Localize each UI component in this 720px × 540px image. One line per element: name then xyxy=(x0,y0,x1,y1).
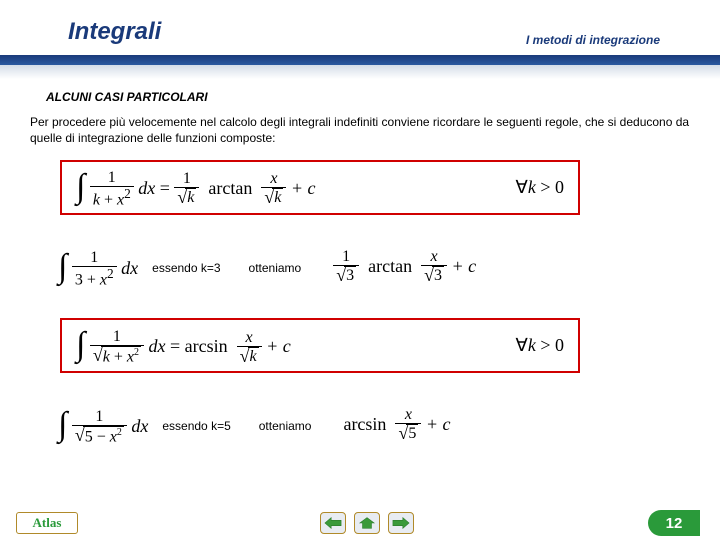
header-band-light xyxy=(0,65,720,79)
ex1-plus-c: + c xyxy=(451,256,476,276)
ex1-den-x: x xyxy=(100,272,107,289)
ex2-arg-den: 5 xyxy=(406,424,418,443)
ex1-coef-num: 1 xyxy=(339,249,353,265)
home-icon xyxy=(358,516,376,530)
f2-func: arcsin xyxy=(185,336,228,356)
ex1-rhs: 1 √3 arctan x √3 + c xyxy=(333,249,476,286)
ex1-coef-den: 3 xyxy=(344,266,356,285)
formula1-cond: ∀k > 0 xyxy=(516,177,564,198)
f2-eq: = xyxy=(170,336,185,356)
f2-lhs-den-x: x xyxy=(127,348,134,365)
example-row-2: ∫ 1 √5 − x2 dx essendo k=5 otteniamo arc… xyxy=(58,398,638,453)
f1-arg-den: k xyxy=(272,188,283,207)
f2-arg-den: k xyxy=(248,347,259,366)
ex2-label-k: essendo k=5 xyxy=(162,419,230,433)
formula1-expr: ∫ 1 k + x2 dx = 1 √k arctan x √k + c xyxy=(76,165,316,210)
ex2-plus-c: + c xyxy=(426,414,451,434)
arrow-right-icon xyxy=(392,516,410,530)
f1-lhs-num: 1 xyxy=(105,170,119,186)
breadcrumb: I metodi di integrazione xyxy=(526,33,660,47)
formula2-expr: ∫ 1 √k + x2 dx = arcsin x √k + c xyxy=(76,323,291,367)
arrow-left-icon xyxy=(324,516,342,530)
publisher-logo: Atlas xyxy=(16,512,78,534)
f1-func: arctan xyxy=(208,178,252,198)
f1-cond-k: k xyxy=(528,177,536,197)
ex2-den-x: x xyxy=(110,428,117,445)
ex2-arg-num: x xyxy=(402,407,415,423)
f1-arg-num: x xyxy=(267,171,280,187)
ex1-lhs: ∫ 1 3 + x2 dx xyxy=(58,245,138,290)
ex2-func: arcsin xyxy=(343,414,386,434)
nav-prev-button[interactable] xyxy=(320,512,346,534)
ex1-label-k: essendo k=3 xyxy=(152,261,220,275)
f1-forall: ∀ xyxy=(516,177,528,197)
page-number-badge: 12 xyxy=(648,510,700,536)
f1-rhs-coef-num: 1 xyxy=(180,171,194,187)
f2-forall: ∀ xyxy=(516,335,528,355)
f1-rhs-coef-den: k xyxy=(185,188,196,207)
ex2-den-a: 5 − xyxy=(85,428,110,445)
nav-controls xyxy=(320,512,414,534)
f1-lhs-den-k: k xyxy=(93,192,100,209)
ex2-num: 1 xyxy=(92,409,106,425)
f2-cond-gt: > 0 xyxy=(536,335,564,355)
nav-next-button[interactable] xyxy=(388,512,414,534)
ex2-rhs: arcsin x √5 + c xyxy=(343,407,450,444)
f1-eq: = xyxy=(160,178,175,198)
f2-lhs-num: 1 xyxy=(110,329,124,345)
formula-box-arcsin: ∫ 1 √k + x2 dx = arcsin x √k + c ∀k > 0 xyxy=(60,318,580,373)
ex1-den-a: 3 + xyxy=(75,272,100,289)
footer-bar: Atlas 12 xyxy=(0,506,720,540)
ex1-arg-num: x xyxy=(427,249,440,265)
f2-lhs-den-k: k xyxy=(103,348,110,365)
f2-dx: dx xyxy=(148,336,165,356)
header-band xyxy=(0,55,720,65)
ex1-dx: dx xyxy=(121,258,138,278)
f1-lhs-den-sym: + xyxy=(100,192,117,209)
formula2-cond: ∀k > 0 xyxy=(516,335,564,356)
f2-plus-c: + c xyxy=(266,336,291,356)
f2-cond-k: k xyxy=(528,335,536,355)
example-row-1: ∫ 1 3 + x2 dx essendo k=3 otteniamo 1 √3… xyxy=(58,240,638,295)
intro-text: Per procedere più velocemente nel calcol… xyxy=(30,115,690,146)
ex1-label-get: otteniamo xyxy=(249,261,302,275)
ex1-num: 1 xyxy=(87,250,101,266)
f2-arg-num: x xyxy=(243,330,256,346)
ex2-lhs: ∫ 1 √5 − x2 dx xyxy=(58,403,148,447)
f1-dx: dx xyxy=(138,178,155,198)
section-heading: ALCUNI CASI PARTICOLARI xyxy=(46,90,208,104)
f1-cond-gt: > 0 xyxy=(536,177,564,197)
ex2-label-get: otteniamo xyxy=(259,419,312,433)
f2-lhs-den-sym: + xyxy=(110,348,127,365)
ex2-dx: dx xyxy=(131,416,148,436)
f1-lhs-den-x: x xyxy=(117,192,124,209)
ex1-func: arctan xyxy=(368,256,412,276)
ex1-arg-den: 3 xyxy=(432,266,444,285)
formula-box-arctan: ∫ 1 k + x2 dx = 1 √k arctan x √k + c ∀k … xyxy=(60,160,580,215)
f1-plus-c: + c xyxy=(291,178,316,198)
nav-home-button[interactable] xyxy=(354,512,380,534)
page-title: Integrali xyxy=(68,18,161,46)
